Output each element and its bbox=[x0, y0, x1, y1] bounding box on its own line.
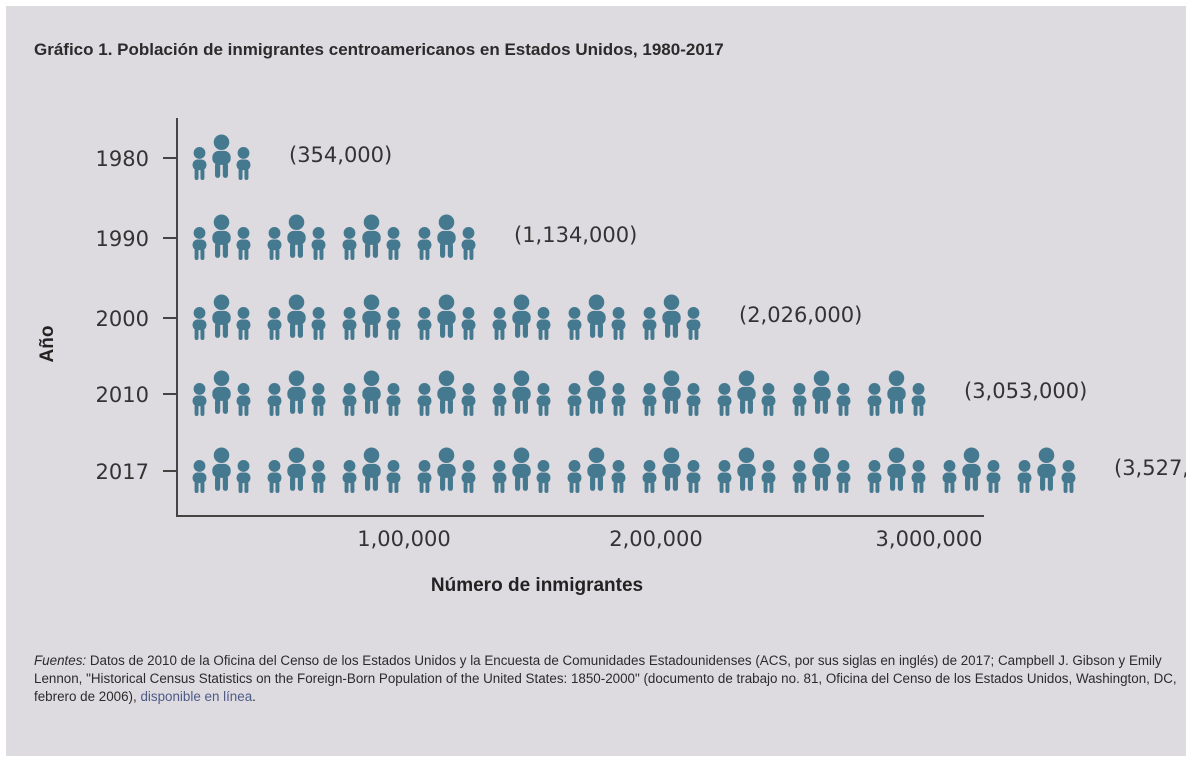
y-axis-title: Año bbox=[37, 326, 58, 363]
people-group-1990-3 bbox=[342, 214, 401, 261]
people-group-2010-9 bbox=[792, 370, 851, 417]
value-label-1980: (354,000) bbox=[289, 143, 392, 167]
sources-note: Fuentes: Datos de 2010 de la Oficina del… bbox=[34, 652, 1184, 706]
value-label-2010: (3,053,000) bbox=[964, 379, 1087, 403]
people-group-2000-6 bbox=[567, 294, 626, 341]
chart-plot: Número de inmigrantes Año 1980 (354,000)1… bbox=[37, 118, 1186, 596]
value-label-1990: (1,134,000) bbox=[514, 223, 637, 247]
people-group-1990-4 bbox=[417, 214, 476, 261]
people-group-2017-8 bbox=[717, 447, 776, 494]
people-group-2017-6 bbox=[567, 447, 626, 494]
people-group-2000-7 bbox=[642, 294, 701, 341]
people-group-1990-1 bbox=[192, 214, 251, 261]
y-tick-label-1990: 1990 bbox=[96, 227, 149, 251]
people-group-2000-1 bbox=[192, 294, 251, 341]
people-group-2010-1 bbox=[192, 370, 251, 417]
people-group-2017-1 bbox=[192, 447, 251, 494]
x-tick-label-3: 3,000,000 bbox=[876, 527, 983, 551]
y-tick-label-2000: 2000 bbox=[96, 307, 149, 331]
people-group-2017-12 bbox=[1017, 447, 1076, 494]
people-group-2010-5 bbox=[492, 370, 551, 417]
sources-end: . bbox=[252, 689, 256, 704]
sources-lead: Fuentes: bbox=[34, 653, 87, 668]
y-tick-label-2010: 2010 bbox=[96, 383, 149, 407]
people-group-2017-10 bbox=[867, 447, 926, 494]
people-group-2010-2 bbox=[267, 370, 326, 417]
people-group-2000-2 bbox=[267, 294, 326, 341]
value-label-2000: (2,026,000) bbox=[739, 303, 862, 327]
chart-panel: Gráfico 1. Población de inmigrantes cent… bbox=[6, 6, 1186, 756]
people-group-2000-3 bbox=[342, 294, 401, 341]
people-group-2010-6 bbox=[567, 370, 626, 417]
people-group-2010-8 bbox=[717, 370, 776, 417]
pictograph-marks bbox=[192, 134, 1076, 494]
people-group-2017-11 bbox=[942, 447, 1001, 494]
people-group-2010-7 bbox=[642, 370, 701, 417]
x-tick-label-1: 1,00,000 bbox=[357, 527, 451, 551]
people-group-2017-7 bbox=[642, 447, 701, 494]
people-group-2010-4 bbox=[417, 370, 476, 417]
y-tick-label-2017: 2017 bbox=[96, 460, 149, 484]
people-group-2017-5 bbox=[492, 447, 551, 494]
people-group-2010-3 bbox=[342, 370, 401, 417]
value-label-2017: (3,527,000) bbox=[1114, 456, 1186, 480]
sources-link[interactable]: disponible en línea bbox=[140, 689, 253, 704]
people-group-2000-4 bbox=[417, 294, 476, 341]
chart-title: Gráfico 1. Población de inmigrantes cent… bbox=[34, 40, 724, 59]
x-tick-label-2: 2,00,000 bbox=[609, 527, 703, 551]
people-group-2017-3 bbox=[342, 447, 401, 494]
people-group-2010-10 bbox=[867, 370, 926, 417]
people-group-2000-5 bbox=[492, 294, 551, 341]
people-group-1980-1 bbox=[192, 134, 251, 181]
people-group-2017-9 bbox=[792, 447, 851, 494]
people-group-1990-2 bbox=[267, 214, 326, 261]
chart-labels: 1980 (354,000) 1990 (1,134,000) 2000 (2,026,0… bbox=[96, 143, 1186, 551]
sources-text: Datos de 2010 de la Oficina del Censo de… bbox=[34, 653, 1177, 704]
x-axis-title: Número de inmigrantes bbox=[431, 575, 643, 596]
people-group-2017-4 bbox=[417, 447, 476, 494]
people-group-2017-2 bbox=[267, 447, 326, 494]
axes: Número de inmigrantes Año bbox=[37, 118, 984, 596]
y-tick-label-1980: 1980 bbox=[96, 147, 149, 171]
